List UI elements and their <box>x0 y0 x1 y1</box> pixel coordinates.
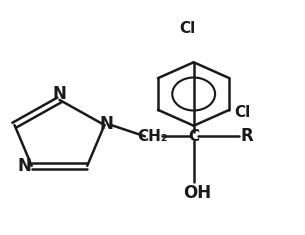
Text: Cl: Cl <box>234 105 251 120</box>
Text: N: N <box>52 85 66 103</box>
Text: N: N <box>99 115 113 133</box>
Text: C: C <box>188 129 199 144</box>
Text: N: N <box>17 157 31 175</box>
Text: CH₂: CH₂ <box>137 129 168 144</box>
Text: OH: OH <box>183 184 211 202</box>
Text: Cl: Cl <box>179 21 196 36</box>
Text: R: R <box>241 127 253 145</box>
